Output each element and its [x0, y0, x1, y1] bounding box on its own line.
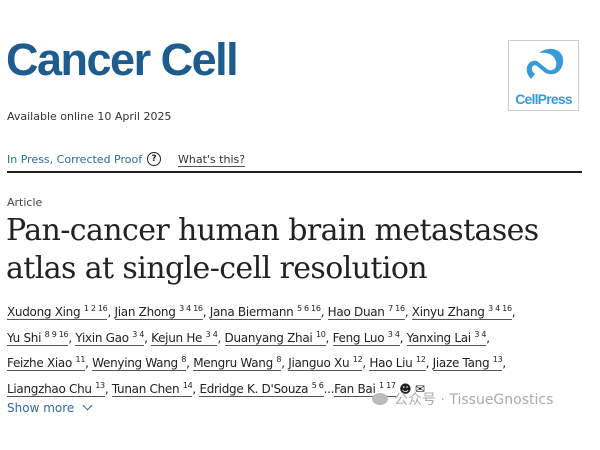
author-affiliations: 1 2 16	[83, 304, 108, 313]
author-name: Jian Zhong	[114, 305, 176, 319]
author-affiliations: 14	[182, 380, 193, 390]
author-name: Kejun He	[151, 330, 203, 345]
author-name: Wenying Wang	[92, 356, 178, 370]
author-name: Jiaze Tang	[432, 356, 490, 370]
author-affiliations: 5 6 16	[296, 304, 321, 313]
author-affiliations: 13	[492, 355, 503, 364]
author-name: Feizhe Xiao	[7, 356, 73, 370]
author-affiliations: 7 16	[388, 304, 405, 313]
author-affiliations: 8	[276, 355, 282, 364]
author-affiliations: 3 4 16	[179, 304, 203, 313]
article-status: In Press, Corrected Proof	[7, 153, 143, 166]
divider	[7, 171, 582, 173]
author-link[interactable]: Edridge K. D'Souza 5 6	[199, 380, 324, 397]
watermark-text: 公众号 · TissueGnostics	[394, 392, 554, 408]
author-link[interactable]: Xinyu Zhang 3 4 16	[411, 304, 512, 320]
whats-this-link[interactable]: What's this?	[178, 153, 246, 167]
author-affiliations: 13	[95, 380, 105, 390]
author-name: Duanyang Zhai	[224, 330, 313, 345]
author-name: Yanxing Lai	[406, 330, 471, 345]
cellpress-logo[interactable]: CellPress	[508, 40, 579, 111]
author-affiliations: 3 4	[132, 329, 145, 339]
cellpress-logo-icon	[526, 48, 564, 79]
author-link[interactable]: Duanyang Zhai 10	[224, 329, 326, 346]
author-link[interactable]: Fan Bai 1 17	[334, 380, 396, 397]
author-link[interactable]: Tunan Chen 14	[111, 380, 193, 397]
author-name: Hao Duan	[327, 305, 385, 319]
author-name: Edridge K. D'Souza	[199, 381, 309, 396]
show-more-label: Show more	[7, 401, 75, 415]
author-name: Liangzhao Chu	[7, 381, 92, 396]
author-link[interactable]: Hao Liu 12	[369, 355, 426, 371]
author-affiliations: 12	[416, 355, 426, 364]
author-link[interactable]: Jianguo Xu 12	[288, 355, 363, 371]
author-link[interactable]: Jiaze Tang 13	[432, 355, 503, 371]
author-link[interactable]: Jian Zhong 3 4 16	[114, 304, 203, 320]
available-online-date: Available online 10 April 2025	[7, 110, 172, 123]
author-affiliations: 3 4	[474, 329, 487, 339]
author-name: Xinyu Zhang	[411, 305, 485, 319]
author-name: Jianguo Xu	[288, 356, 350, 370]
watermark: 公众号 · TissueGnostics	[372, 389, 553, 409]
author-name: Yixin Gao	[75, 330, 129, 345]
author-link[interactable]: Liangzhao Chu 13	[7, 380, 105, 397]
author-affiliations: 3 4 16	[488, 304, 512, 313]
author-affiliations: 1 17	[379, 380, 396, 390]
cellpress-logo-text: CellPress	[515, 91, 572, 107]
journal-title[interactable]: Cancer Cell	[6, 34, 239, 85]
author-link[interactable]: Wenying Wang 8	[92, 355, 187, 371]
author-name: Fan Bai	[334, 381, 376, 396]
author-link[interactable]: Kejun He 3 4	[151, 329, 218, 346]
author-affiliations: 8	[181, 355, 187, 364]
article-type: Article	[7, 196, 43, 209]
author-name: Mengru Wang	[193, 356, 273, 370]
author-name: Jana Biermann	[209, 305, 294, 319]
author-name: Feng Luo	[332, 330, 385, 345]
author-affiliations: 10	[315, 329, 326, 339]
author-link[interactable]: Hao Duan 7 16	[327, 304, 405, 320]
author-name: Yu Shi	[7, 330, 42, 345]
author-link[interactable]: Jana Biermann 5 6 16	[209, 304, 321, 320]
wechat-icon	[372, 393, 388, 405]
author-name: Tunan Chen	[111, 381, 180, 396]
author-affiliations: 3 4	[387, 329, 400, 339]
author-affiliations: 12	[352, 355, 363, 364]
author-affiliations: 3 4	[205, 329, 218, 339]
question-circle-icon[interactable]: ?	[147, 152, 161, 166]
author-link[interactable]: Yanxing Lai 3 4	[406, 329, 487, 346]
author-affiliations: 8 9 16	[44, 329, 69, 339]
author-link[interactable]: Yu Shi 8 9 16	[7, 329, 69, 346]
show-more-button[interactable]: Show more	[7, 400, 93, 415]
author-affiliations: 5 6	[311, 380, 324, 390]
author-link[interactable]: Mengru Wang 8	[193, 355, 282, 371]
author-affiliations: 11	[75, 355, 86, 364]
author-name: Hao Liu	[369, 356, 413, 370]
author-list: Xudong Xing 1 2 16, Jian Zhong 3 4 16, J…	[7, 304, 516, 397]
author-link[interactable]: Feizhe Xiao 11	[7, 355, 86, 371]
author-link[interactable]: Xudong Xing 1 2 16	[7, 304, 108, 320]
author-name: Xudong Xing	[7, 305, 81, 319]
chevron-down-icon	[82, 400, 93, 411]
author-link[interactable]: Feng Luo 3 4	[332, 329, 400, 346]
article-title: Pan-cancer human brain metastases atlas …	[6, 213, 539, 286]
person-icon[interactable]: ☻	[399, 381, 412, 396]
author-link[interactable]: Yixin Gao 3 4	[75, 329, 145, 346]
email-icon[interactable]: ✉	[414, 381, 425, 396]
